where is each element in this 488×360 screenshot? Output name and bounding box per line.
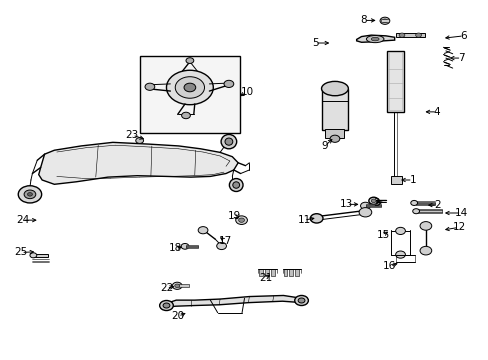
Circle shape bbox=[395, 251, 405, 258]
Bar bbox=[33, 253, 48, 257]
Bar bbox=[388, 52, 402, 111]
Text: 21: 21 bbox=[258, 273, 271, 283]
Bar bbox=[270, 269, 274, 276]
Bar bbox=[386, 51, 404, 112]
Text: 10: 10 bbox=[240, 87, 253, 97]
Text: 19: 19 bbox=[228, 211, 241, 221]
Circle shape bbox=[183, 83, 195, 92]
Bar bbox=[259, 269, 263, 276]
Text: 20: 20 bbox=[171, 311, 184, 321]
Circle shape bbox=[412, 209, 419, 214]
Text: 25: 25 bbox=[15, 247, 28, 257]
Ellipse shape bbox=[224, 138, 232, 145]
Text: 14: 14 bbox=[454, 208, 467, 218]
Circle shape bbox=[185, 58, 193, 63]
Circle shape bbox=[415, 33, 421, 37]
Circle shape bbox=[358, 208, 371, 217]
Ellipse shape bbox=[229, 179, 243, 192]
Circle shape bbox=[419, 246, 431, 255]
Text: 18: 18 bbox=[168, 243, 182, 253]
Ellipse shape bbox=[366, 36, 383, 42]
Polygon shape bbox=[380, 19, 388, 22]
Circle shape bbox=[198, 226, 207, 234]
Text: 7: 7 bbox=[457, 53, 464, 63]
Circle shape bbox=[30, 253, 37, 258]
Bar bbox=[325, 129, 344, 138]
Text: 8: 8 bbox=[360, 15, 366, 26]
Bar bbox=[295, 269, 299, 276]
Circle shape bbox=[181, 243, 188, 249]
Bar bbox=[140, 56, 239, 134]
Bar bbox=[185, 245, 198, 248]
Text: 11: 11 bbox=[297, 215, 310, 225]
Text: 13: 13 bbox=[340, 199, 353, 210]
Circle shape bbox=[298, 298, 305, 303]
Polygon shape bbox=[356, 35, 394, 42]
Polygon shape bbox=[39, 142, 238, 184]
Circle shape bbox=[360, 202, 369, 210]
Circle shape bbox=[24, 190, 36, 199]
Text: 3: 3 bbox=[372, 198, 379, 208]
Circle shape bbox=[163, 303, 169, 308]
Circle shape bbox=[238, 218, 244, 222]
Bar bbox=[366, 204, 380, 207]
Circle shape bbox=[136, 138, 143, 143]
Circle shape bbox=[379, 17, 389, 24]
Circle shape bbox=[27, 193, 32, 196]
Bar bbox=[283, 269, 287, 276]
Circle shape bbox=[216, 242, 226, 249]
Text: 6: 6 bbox=[460, 31, 466, 41]
Circle shape bbox=[174, 284, 179, 288]
Circle shape bbox=[294, 296, 308, 306]
Circle shape bbox=[18, 186, 41, 203]
Bar bbox=[264, 269, 268, 276]
Circle shape bbox=[419, 222, 431, 230]
Circle shape bbox=[235, 216, 247, 225]
Bar bbox=[178, 284, 189, 287]
Circle shape bbox=[410, 201, 417, 206]
Bar bbox=[321, 89, 347, 130]
Ellipse shape bbox=[221, 134, 236, 149]
Text: 5: 5 bbox=[311, 38, 318, 48]
Text: 24: 24 bbox=[16, 215, 29, 225]
Polygon shape bbox=[395, 33, 424, 37]
Text: 17: 17 bbox=[218, 236, 231, 246]
Bar bbox=[415, 202, 434, 205]
Text: 12: 12 bbox=[451, 222, 465, 232]
Text: 2: 2 bbox=[433, 200, 440, 210]
Text: 1: 1 bbox=[408, 175, 415, 185]
Polygon shape bbox=[165, 296, 302, 307]
Bar bbox=[390, 176, 401, 184]
Ellipse shape bbox=[321, 81, 347, 96]
Circle shape bbox=[145, 83, 155, 90]
Circle shape bbox=[172, 282, 182, 289]
Circle shape bbox=[159, 301, 173, 311]
Circle shape bbox=[370, 199, 375, 203]
Circle shape bbox=[166, 70, 213, 105]
Circle shape bbox=[181, 112, 190, 119]
Bar bbox=[289, 269, 293, 276]
Text: 4: 4 bbox=[433, 107, 440, 117]
Circle shape bbox=[224, 80, 233, 87]
Text: 9: 9 bbox=[321, 141, 327, 151]
Text: 22: 22 bbox=[160, 283, 173, 293]
Ellipse shape bbox=[232, 182, 239, 188]
Circle shape bbox=[329, 135, 339, 142]
Circle shape bbox=[398, 33, 404, 37]
Ellipse shape bbox=[370, 37, 378, 41]
Circle shape bbox=[175, 77, 204, 98]
Circle shape bbox=[368, 197, 378, 204]
Text: 16: 16 bbox=[383, 261, 396, 271]
Circle shape bbox=[310, 214, 323, 223]
Circle shape bbox=[382, 19, 386, 23]
Bar bbox=[417, 210, 441, 213]
Circle shape bbox=[395, 227, 405, 234]
Text: 23: 23 bbox=[125, 130, 139, 140]
Text: 15: 15 bbox=[376, 230, 389, 239]
